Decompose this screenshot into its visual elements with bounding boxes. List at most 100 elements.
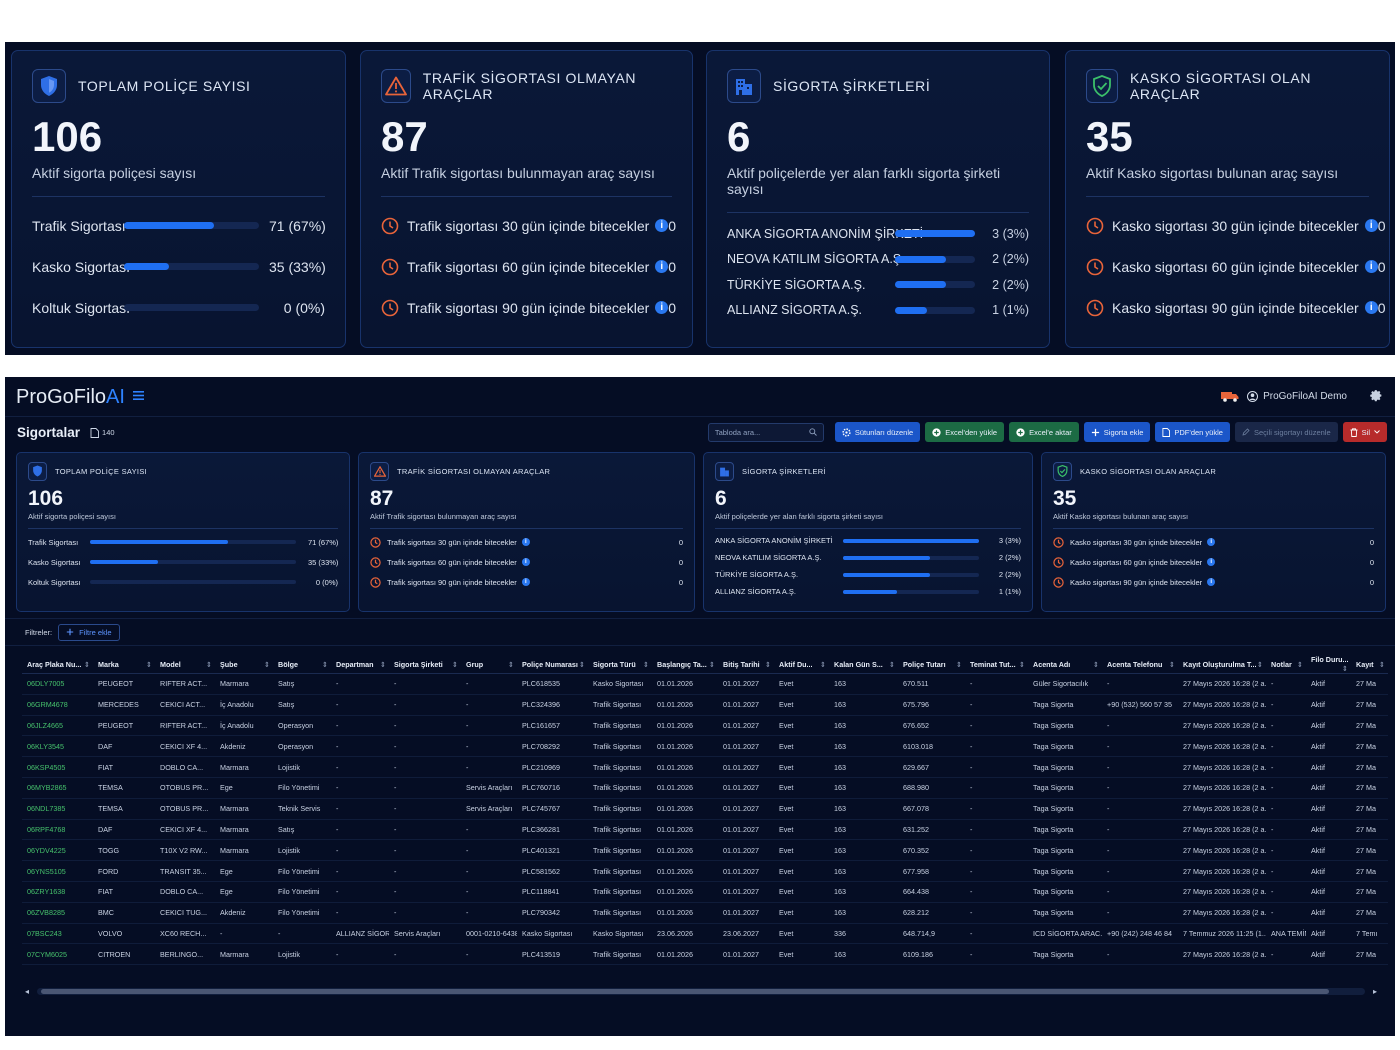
column-header[interactable]: Kayıt ⇕ (1351, 655, 1388, 674)
expiry-row[interactable]: Kasko sigortası 30 gün içinde bitecekler… (1086, 205, 1386, 246)
info-icon[interactable]: i (655, 219, 669, 232)
table-cell: 163 (829, 756, 898, 778)
table-cell: Trafik Sigortası (588, 860, 652, 882)
table-cell: 163 (829, 777, 898, 799)
column-header[interactable]: Model ⇕ (155, 655, 215, 674)
edit-columns-button[interactable]: Sütunları düzenle (834, 422, 921, 442)
plate-link[interactable]: 06GRM4678 (22, 694, 93, 716)
plate-link[interactable]: 06YNS5105 (22, 860, 93, 882)
info-icon[interactable]: i (521, 578, 530, 586)
expiry-row[interactable]: Trafik sigortası 30 gün içinde bitecekle… (381, 205, 676, 246)
column-header[interactable]: Başlangıç Ta... ⇕ (652, 655, 718, 674)
delete-button[interactable]: Sil (1342, 422, 1387, 442)
expiry-row[interactable]: Trafik sigortası 30 gün içinde bitecekle… (370, 532, 683, 552)
column-header[interactable]: Acenta Telefonu ⇕ (1102, 655, 1178, 674)
document-icon (1162, 427, 1171, 437)
column-header[interactable]: Teminat Tut... ⇕ (965, 655, 1028, 674)
column-header[interactable]: Kayıt Oluşturulma T... ⇕ (1178, 655, 1266, 674)
table-row[interactable]: 06DLY7005 PEUGEOT RIFTER ACT... Marmara Satı… (22, 673, 1388, 695)
plate-link[interactable]: 07CYM6025 (22, 943, 93, 966)
info-icon[interactable]: i (1207, 578, 1216, 586)
scrollbar-thumb[interactable] (41, 989, 1329, 994)
plate-link[interactable]: 06KSP4505 (22, 756, 93, 778)
expiry-row[interactable]: Kasko sigortası 30 gün içinde bitecekler… (1053, 532, 1374, 552)
column-header[interactable]: Bitiş Tarihi ⇕ (718, 655, 774, 674)
plate-link[interactable]: 06ZVB8285 (22, 902, 93, 924)
plate-link[interactable]: 06MYB2865 (22, 777, 93, 799)
expiry-row[interactable]: Kasko sigortası 90 gün içinde bitecekler… (1053, 572, 1374, 592)
info-icon[interactable]: i (521, 538, 530, 546)
info-icon[interactable]: i (1207, 538, 1216, 546)
info-icon[interactable]: i (1364, 260, 1378, 273)
column-header[interactable]: Poliçe Tutarı ⇕ (898, 655, 965, 674)
expiry-row[interactable]: Kasko sigortası 90 gün içinde bitecekler… (1086, 287, 1386, 328)
table-row[interactable]: 06ZRY1638 FIAT DOBLO CA... Ege Filo Yönetimi… (22, 881, 1388, 903)
info-icon[interactable]: i (655, 301, 669, 314)
column-header[interactable]: Sigorta Türü ⇕ (588, 655, 652, 674)
column-header[interactable]: Kalan Gün S... ⇕ (829, 655, 898, 674)
expiry-row[interactable]: Trafik sigortası 90 gün içinde bitecekle… (370, 572, 683, 592)
table-row[interactable]: 06KSP4505 FIAT DOBLO CA... Marmara Lojistik -… (22, 756, 1388, 778)
column-header[interactable]: Bölge ⇕ (273, 655, 331, 674)
plate-link[interactable]: 06DLY7005 (22, 673, 93, 695)
table-row[interactable]: 07BSC243 VOLVO XC60 RECH... - - ALLIANZ SİGOR… (22, 923, 1388, 945)
edit-selected-button[interactable]: Seçili sigortayı düzenle (1234, 422, 1338, 442)
plate-link[interactable]: 06ZRY1638 (22, 881, 93, 903)
expiry-row[interactable]: Trafik sigortası 60 gün içinde bitecekle… (370, 552, 683, 572)
menu-icon[interactable] (133, 391, 144, 400)
column-header[interactable]: Acenta Adı ⇕ (1028, 655, 1102, 674)
expiry-row[interactable]: Kasko sigortası 60 gün içinde bitecekler… (1053, 552, 1374, 572)
app-logo[interactable]: ProGoFiloAI (16, 386, 125, 408)
column-header[interactable]: Araç Plaka Nu... ⇕ (22, 655, 93, 674)
scroll-left-arrow[interactable]: ◂ (25, 987, 30, 996)
scroll-right-arrow[interactable]: ▸ (1372, 987, 1377, 996)
export-excel-button[interactable]: Excel'e aktar (1009, 422, 1079, 442)
table-row[interactable]: 06ZVB8285 BMC CEKICI TUG... Akdeniz Filo Yön… (22, 902, 1388, 924)
table-search-input[interactable]: Tabloda ara... (707, 422, 824, 442)
table-row[interactable]: 06KLY3545 DAF CEKICI XF 4... Akdeniz Operasy… (22, 735, 1388, 758)
import-excel-button[interactable]: Excel'den yükle (925, 422, 1005, 442)
column-header[interactable]: Grup ⇕ (461, 655, 517, 674)
expiry-row[interactable]: Trafik sigortası 60 gün içinde bitecekle… (381, 246, 676, 287)
plate-link[interactable]: 06NDL7385 (22, 798, 93, 820)
table-cell: Trafik Sigortası (588, 715, 652, 737)
add-insurance-button[interactable]: Sigorta ekle (1083, 422, 1151, 442)
info-icon[interactable]: i (1364, 301, 1378, 314)
column-header[interactable]: Poliçe Numarası ⇕ (517, 655, 588, 674)
table-row[interactable]: 06NDL7385 TEMSA OTOBUS PR... Marmara Teknik … (22, 798, 1388, 820)
import-pdf-button[interactable]: PDF'den yükle (1155, 422, 1230, 442)
column-header[interactable]: Marka ⇕ (93, 655, 155, 674)
table-row[interactable]: 06JLZ4665 PEUGEOT RIFTER ACT... İç Anadolu O… (22, 715, 1388, 737)
table-row[interactable]: 06RPF4768 DAF CEKICI XF 4... Marmara Satış - -… (22, 819, 1388, 841)
bar-row-kasko: Kasko Sigortası 35 (33%) (32, 258, 326, 275)
add-filter-button[interactable]: Filtre ekle (58, 623, 120, 641)
column-header[interactable]: Notlar ⇕ (1266, 655, 1306, 674)
column-header[interactable]: Departman ⇕ (331, 655, 389, 674)
truck-icon[interactable] (1221, 390, 1239, 402)
info-icon[interactable]: i (655, 260, 669, 273)
table-cell: 670.511 (898, 673, 965, 695)
table-row[interactable]: 07CYM6025 CITROEN BERLINGO... Marmara Lojist… (22, 943, 1388, 966)
info-icon[interactable]: i (521, 558, 530, 566)
table-row[interactable]: 06MYB2865 TEMSA OTOBUS PR... Ege Filo Yöneti… (22, 777, 1388, 799)
plate-link[interactable]: 07BSC243 (22, 923, 93, 945)
column-header[interactable]: Şube ⇕ (215, 655, 273, 674)
table-row[interactable]: 06YDV4225 TOGG T10X V2 RW... Marmara Lojisti… (22, 839, 1388, 862)
column-header[interactable]: Filo Duru... ⇕ (1306, 655, 1351, 674)
gear-icon[interactable] (1370, 389, 1383, 402)
expiry-row[interactable]: Kasko sigortası 60 gün içinde bitecekler… (1086, 246, 1386, 287)
plate-link[interactable]: 06JLZ4665 (22, 715, 93, 737)
info-icon[interactable]: i (1364, 219, 1378, 232)
table-row[interactable]: 06YNS5105 FORD TRANSIT 35... Ege Filo Yöneti… (22, 860, 1388, 882)
horizontal-scrollbar[interactable]: ◂ ▸ (25, 987, 1377, 996)
expiry-row[interactable]: Trafik sigortası 90 gün içinde bitecekle… (381, 287, 676, 328)
column-header[interactable]: Aktif Du... ⇕ (774, 655, 829, 674)
plate-link[interactable]: 06RPF4768 (22, 819, 93, 841)
info-icon[interactable]: i (1207, 558, 1216, 566)
table-row[interactable]: 06GRM4678 MERCEDES CEKICI ACT... İç Anadolu… (22, 694, 1388, 716)
user-area[interactable]: ProGoFiloAI Demo (1221, 390, 1347, 402)
plate-link[interactable]: 06KLY3545 (22, 735, 93, 758)
table-cell: Evet (774, 735, 829, 758)
plate-link[interactable]: 06YDV4225 (22, 839, 93, 862)
column-header[interactable]: Sigorta Şirketi ⇕ (389, 655, 461, 674)
